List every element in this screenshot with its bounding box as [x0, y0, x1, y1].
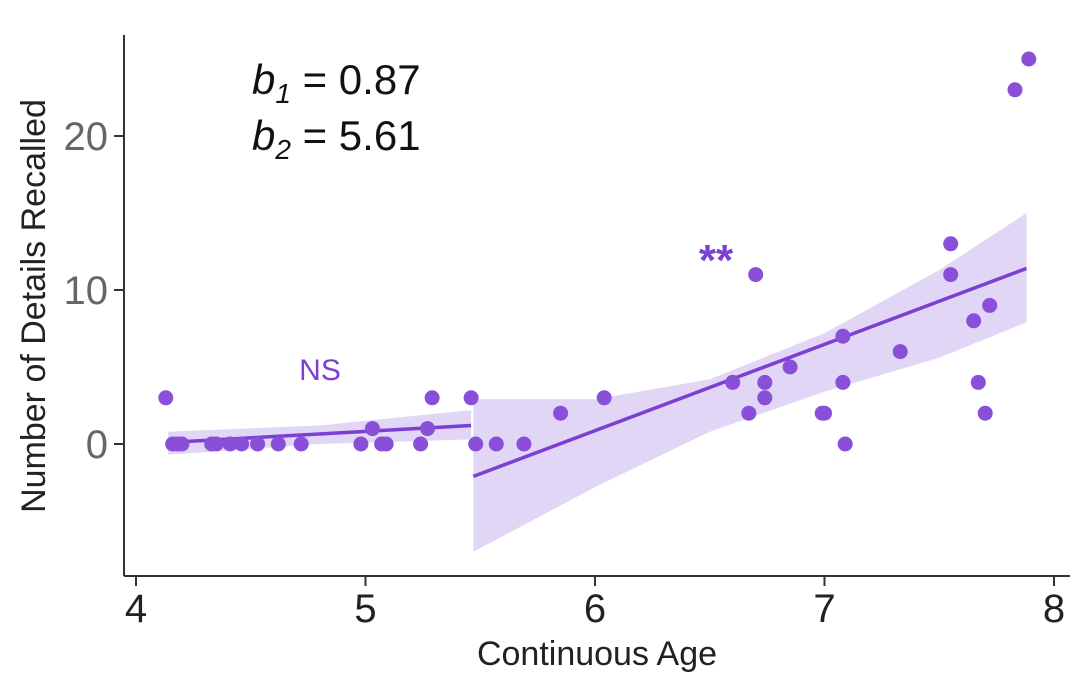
- data-point: [757, 390, 773, 406]
- coefficient-b2-annotation: b2 = 5.61: [252, 112, 421, 165]
- data-point: [553, 405, 569, 421]
- data-point: [174, 436, 190, 452]
- b2-symbol: b: [252, 112, 275, 159]
- data-point: [378, 436, 394, 452]
- b1-value: = 0.87: [291, 56, 421, 103]
- x-tick-label: 5: [354, 587, 376, 631]
- data-point: [892, 344, 908, 360]
- x-tick-label: 7: [813, 587, 835, 631]
- y-axis-ticks: 0 10 20: [64, 115, 124, 467]
- data-point: [158, 390, 174, 406]
- data-point: [234, 436, 250, 452]
- data-point: [970, 374, 986, 390]
- data-point: [250, 436, 266, 452]
- y-tick-label: 20: [64, 115, 109, 159]
- confidence-band-2: [473, 213, 1027, 552]
- coefficient-b1-annotation: b1 = 0.87: [252, 56, 421, 109]
- x-tick-label: 6: [584, 587, 606, 631]
- data-point: [208, 436, 224, 452]
- data-point: [757, 374, 773, 390]
- significance-label-left: NS: [299, 354, 341, 387]
- data-point: [463, 390, 479, 406]
- data-point: [982, 297, 998, 313]
- y-tick-label: 10: [64, 269, 109, 313]
- data-point: [488, 436, 504, 452]
- data-point: [943, 236, 959, 252]
- data-point: [1021, 51, 1037, 67]
- x-axis-title: Continuous Age: [477, 635, 717, 673]
- data-point: [748, 267, 764, 283]
- b1-symbol: b: [252, 56, 275, 103]
- data-point: [270, 436, 286, 452]
- b2-value: = 5.61: [291, 112, 421, 159]
- regression-line-2: [472, 266, 1028, 478]
- data-point: [741, 405, 757, 421]
- x-tick-label: 4: [125, 587, 147, 631]
- x-axis-ticks: 4 5 6 7 8: [125, 576, 1065, 631]
- data-point: [468, 436, 484, 452]
- x-tick-label: 8: [1043, 587, 1065, 631]
- data-point: [835, 374, 851, 390]
- b1-subscript: 1: [275, 78, 291, 109]
- data-point: [420, 421, 435, 437]
- data-point: [835, 328, 851, 344]
- data-points: [158, 51, 1037, 452]
- data-point: [943, 267, 959, 283]
- data-point: [725, 374, 741, 390]
- data-point: [817, 405, 832, 421]
- data-point: [424, 390, 440, 406]
- data-point: [353, 436, 369, 452]
- y-axis-title: Number of Details Recalled: [15, 99, 53, 513]
- data-point: [966, 313, 982, 329]
- significance-label-right: **: [699, 236, 734, 285]
- data-point: [293, 436, 309, 452]
- b2-subscript: 2: [274, 134, 291, 165]
- data-point: [364, 421, 380, 437]
- data-point: [837, 436, 853, 452]
- data-point: [413, 436, 429, 452]
- data-point: [516, 436, 532, 452]
- confidence-bands: [168, 213, 1027, 552]
- data-point: [596, 390, 612, 406]
- data-point: [782, 359, 798, 375]
- data-point: [222, 436, 238, 452]
- y-tick-label: 0: [86, 423, 108, 467]
- data-point: [1007, 82, 1023, 98]
- data-point: [977, 405, 993, 421]
